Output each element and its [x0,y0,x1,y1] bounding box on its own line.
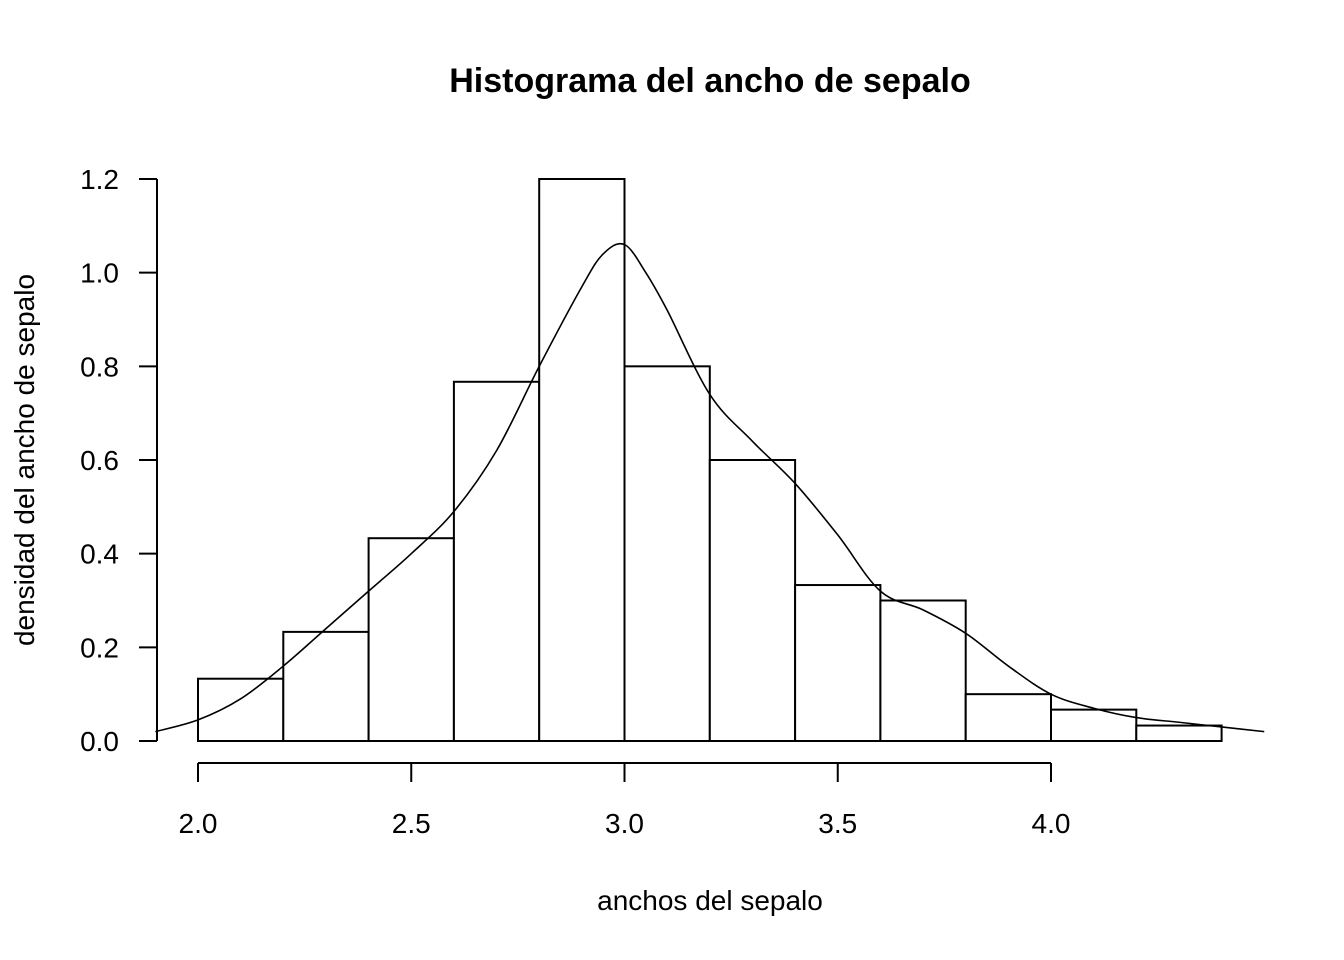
x-axis-label: anchos del sepalo [597,885,823,916]
histogram-bar-12 [1135,724,1223,742]
histogram-bar-11 [1050,708,1138,742]
x-tick-label: 4.0 [1032,808,1071,839]
y-tick-label: 0.2 [80,632,119,663]
y-tick-label: 0.0 [80,726,119,757]
histogram-bar-4 [452,380,541,742]
histogram-bar-6 [623,365,711,742]
x-tick-label: 2.5 [392,808,431,839]
histogram-bar-5 [538,178,626,742]
y-tick-label: 1.0 [80,258,119,289]
y-tick-label: 0.4 [80,539,119,570]
histogram-bar-1 [197,677,285,743]
histogram-bar-9 [879,599,967,742]
y-axis-label: densidad del ancho de sepalo [9,274,40,646]
y-axis: 0.0 0.2 0.4 0.6 0.8 1.0 1.2 [80,164,158,757]
density-curve [155,242,1265,733]
y-tick-label: 0.6 [80,445,119,476]
y-tick-label: 1.2 [80,164,119,195]
histogram-bar-3 [367,537,455,742]
histogram-bar-10 [964,693,1053,743]
y-tick-label: 0.8 [80,351,119,382]
x-tick-label: 3.5 [818,808,857,839]
density-curve-group [155,242,1265,733]
histogram-bar-7 [708,459,797,742]
histogram-bar-2 [282,630,370,743]
histogram-bars [197,178,1223,743]
x-tick-label: 3.0 [605,808,644,839]
x-axis: 2.0 2.5 3.0 3.5 4.0 [179,762,1071,839]
histogram-bar-8 [794,584,882,742]
chart-title: Histograma del ancho de sepalo [449,62,970,100]
x-tick-label: 2.0 [179,808,218,839]
